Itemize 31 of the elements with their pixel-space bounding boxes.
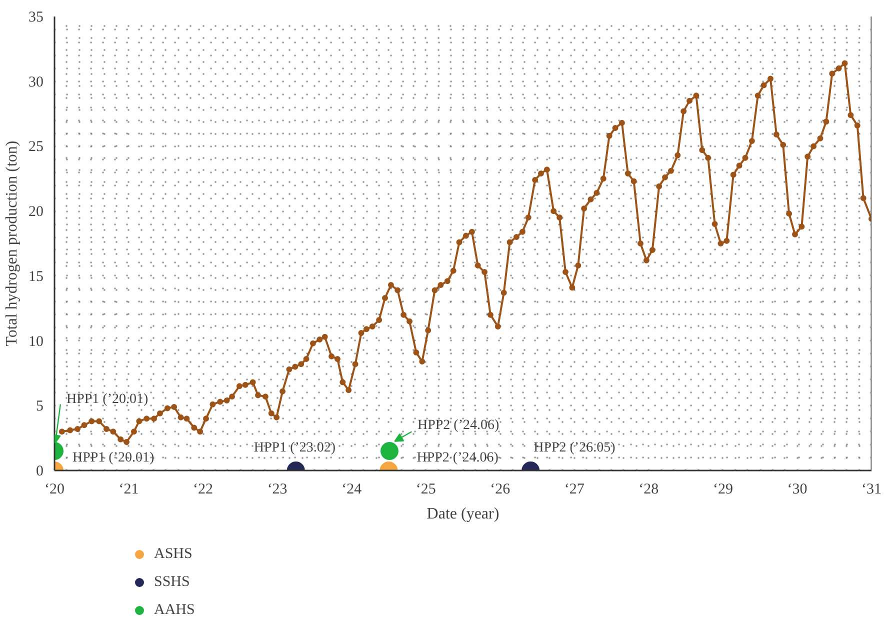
- annotation: HPP1 (’20.01): [66, 392, 149, 408]
- y-tick-label: 15: [28, 268, 44, 285]
- x-tick-label: ‘28: [638, 482, 659, 498]
- annotation: HPP2 (’24.06): [416, 450, 499, 466]
- x-tick-label: ‘31: [862, 482, 882, 498]
- annotation: HPP1 (’20.01): [72, 450, 155, 466]
- y-tick-label: 10: [28, 334, 44, 350]
- y-tick-label: 0: [36, 464, 44, 480]
- y-tick-label: 35: [28, 10, 44, 26]
- x-tick-label: ‘21: [118, 482, 139, 498]
- x-tick-label: ‘29: [712, 482, 733, 498]
- y-axis-title: Total hydrogen production (ton): [4, 140, 20, 346]
- y-tick-label: 30: [28, 74, 44, 90]
- y-tick-label: 25: [28, 139, 44, 156]
- annotation: HPP1 (’23.02): [254, 440, 336, 456]
- x-tick-label: ‘30: [787, 482, 808, 498]
- annotation: HPP2 (’24.06): [417, 418, 500, 434]
- y-tick-label: 5: [36, 398, 44, 415]
- legend-label: AAHS: [154, 600, 195, 620]
- x-tick-label: ‘27: [564, 482, 585, 498]
- y-tick-label: 20: [28, 204, 44, 220]
- x-tick-label: ‘20: [44, 482, 64, 498]
- legend-label: ASHS: [154, 544, 192, 564]
- x-tick-label: ‘23: [267, 482, 288, 498]
- x-axis-title: Date (year): [426, 506, 500, 522]
- x-tick-label: ‘25: [416, 482, 436, 498]
- x-tick-label: ‘24: [342, 482, 362, 498]
- legend-label: SSHS: [154, 572, 190, 592]
- x-tick-label: ‘22: [193, 482, 214, 498]
- annotation: HPP2 (’26.05): [534, 440, 616, 456]
- x-tick-label: ‘26: [490, 482, 511, 498]
